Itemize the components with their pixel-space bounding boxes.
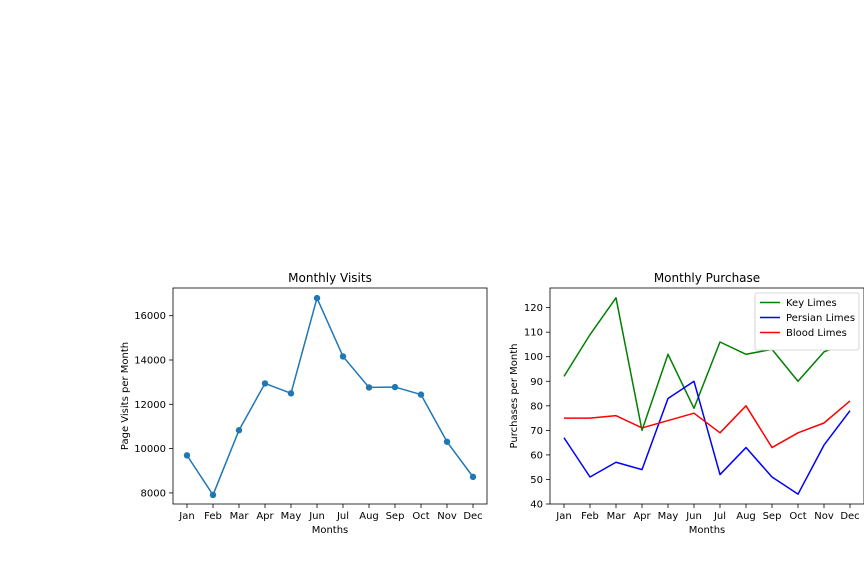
chart-1: Monthly Visits 8000 10000 12000 14000 16000 Ja… — [120, 271, 488, 536]
x-tick-label: Jun — [685, 511, 702, 522]
data-point — [443, 438, 451, 445]
series-line-series — [186, 297, 474, 496]
x-axis-label: Months — [689, 525, 726, 536]
x-tick-label: Apr — [633, 511, 651, 522]
data-point — [313, 294, 321, 302]
x-tick-label: Sep — [386, 511, 405, 522]
x-tick-label: Dec — [463, 511, 482, 522]
y-tick-label: 14000 — [134, 356, 166, 367]
data-point — [391, 383, 399, 391]
x-tick-label: Jun — [308, 511, 325, 522]
x-tick-label: May — [281, 511, 302, 522]
x-tick-label: Aug — [736, 511, 756, 522]
x-tick-label: Jul — [713, 511, 726, 522]
y-tick-label: 10000 — [134, 444, 166, 455]
data-point — [235, 427, 243, 434]
y-tick-label: 120 — [524, 303, 543, 314]
chart-title: Monthly Visits — [288, 271, 372, 285]
data-point — [365, 384, 373, 391]
x-tick-label: Oct — [789, 511, 806, 522]
x-tick-label: Apr — [256, 511, 274, 522]
legend-label: Key Limes — [786, 298, 837, 309]
x-tick-label: Feb — [204, 511, 222, 522]
x-tick-label: Jan — [178, 511, 194, 522]
axes-frame — [549, 287, 864, 505]
y-tick-label: 40 — [530, 500, 543, 511]
x-tick-label: May — [658, 511, 679, 522]
y-tick-label: 60 — [530, 450, 543, 461]
y-tick-label: 110 — [524, 328, 543, 339]
x-axis-label: Months — [312, 525, 349, 536]
x-tick-label: Nov — [814, 511, 834, 522]
series-line-blood-limes — [564, 400, 851, 449]
x-tick-label: Oct — [412, 511, 429, 522]
x-tick-label: Nov — [437, 511, 457, 522]
data-point — [417, 391, 425, 398]
x-tick-label: Jul — [336, 511, 349, 522]
y-tick-label: 70 — [530, 426, 543, 437]
y-tick-label: 50 — [530, 475, 543, 486]
x-tick-label: Sep — [763, 511, 782, 522]
y-tick-label: 16000 — [134, 311, 166, 322]
data-point — [469, 473, 477, 481]
series-line-persian-limes — [563, 380, 851, 495]
x-tick-label: Mar — [607, 511, 627, 522]
series-line-key-limes — [563, 297, 851, 432]
x-tick-label: Mar — [230, 511, 250, 522]
x-tick-label: Aug — [359, 511, 379, 522]
legend-label: Blood Limes — [786, 328, 847, 339]
y-tick-label: 90 — [530, 377, 543, 388]
y-axis-label: Page Visits per Month — [120, 342, 131, 450]
data-point — [183, 452, 191, 459]
y-tick-label: 8000 — [141, 488, 166, 499]
data-point — [287, 390, 295, 397]
axes-frame — [172, 287, 488, 505]
legend-label: Persian Limes — [786, 313, 855, 324]
x-tick-label: Feb — [581, 511, 599, 522]
chart-title: Monthly Purchase — [654, 271, 760, 285]
x-tick-label: Dec — [840, 511, 859, 522]
legend-box — [754, 292, 860, 351]
y-axis-label: Purchases per Month — [509, 344, 520, 449]
data-point — [339, 353, 347, 360]
y-tick-label: 100 — [524, 352, 543, 363]
data-point — [209, 491, 217, 499]
data-point — [261, 380, 269, 387]
y-tick-label: 12000 — [134, 400, 166, 411]
x-tick-label: Jan — [555, 511, 571, 522]
chart-2: Monthly Purchase 40 50 60 70 80 90 100 110 120 Jan… — [509, 271, 864, 536]
y-tick-label: 80 — [530, 401, 543, 412]
